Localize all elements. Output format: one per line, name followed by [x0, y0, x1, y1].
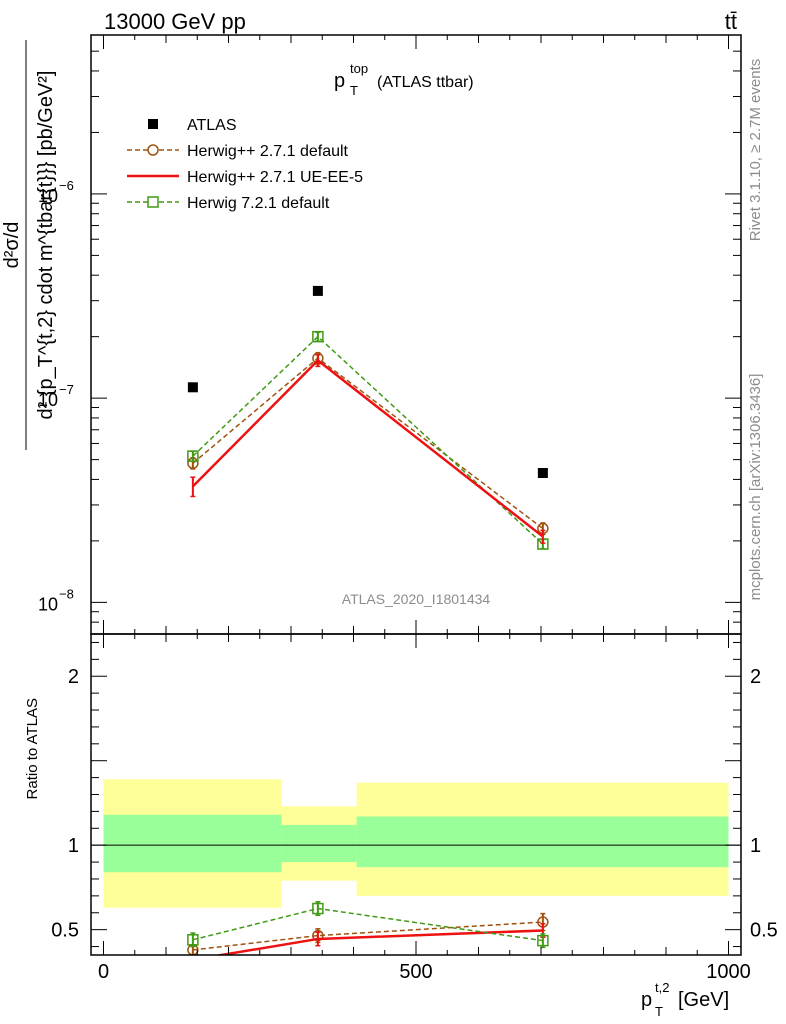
main-y-axis-label: d²σ/d d² {p_T^{t,2} cdot m^{tbar{t}}} [p… — [1, 40, 57, 450]
main-series-atlas — [187, 285, 548, 478]
rivet-version-label: Rivet 3.1.10, ≥ 2.7M events — [747, 59, 764, 242]
ratio-series-line — [192, 921, 543, 951]
analysis-watermark: ATLAS_2020_I1801434 — [342, 591, 491, 607]
ratio-y-tick-label: 0.5 — [51, 920, 79, 942]
main-plot-layer — [187, 285, 549, 550]
main-y-tick-label-exp: −8 — [59, 586, 74, 601]
x-label-p: p — [641, 989, 652, 1011]
ratio-plot-layer — [187, 901, 549, 955]
main-data-point — [537, 467, 548, 478]
x-tick-label: 500 — [399, 961, 432, 983]
main-y-label-top: d²σ/d — [1, 222, 23, 269]
legend-label: Herwig 7.2.1 default — [187, 195, 330, 212]
main-y-tick-label-base: 10 — [38, 390, 58, 410]
ratio-y-tick-label-right: 2 — [750, 666, 761, 688]
process-label: tt̄ — [725, 9, 737, 34]
inner-band-1 — [281, 824, 357, 863]
legend-entry: Herwig 7.2.1 default — [127, 195, 330, 212]
ratio-data-point — [187, 934, 199, 946]
main-plot-title: p top T (ATLAS ttbar) — [334, 61, 474, 98]
legend-marker — [148, 119, 158, 129]
main-data-point — [187, 450, 199, 462]
main-series-line — [191, 358, 544, 538]
main-series-herwig-2-7-1-default — [187, 351, 549, 536]
x-label-sup: t,2 — [655, 980, 669, 995]
main-title-sup: top — [350, 61, 368, 76]
ratio-data-point — [537, 934, 549, 947]
energy-label: 13000 GeV pp — [104, 9, 246, 34]
main-series-herwig-2-7-1-ue-ee-5 — [190, 354, 546, 544]
ratio-y-axis-label: Ratio to ATLAS — [24, 698, 41, 799]
x-label-suffix: [GeV] — [678, 989, 729, 1011]
main-title-p: p — [334, 70, 345, 92]
mcplots-label: mcplots.cern.ch [arXiv:1306.3436] — [747, 374, 764, 601]
ratio-uncertainty-bands — [91, 779, 741, 908]
ratio-y-tick-label: 2 — [68, 666, 79, 688]
main-title-sub: T — [350, 83, 358, 98]
main-data-point — [312, 330, 324, 343]
main-data-point — [187, 382, 198, 393]
ratio-y-tick-label: 1 — [68, 835, 79, 857]
main-title-suffix: (ATLAS ttbar) — [377, 74, 474, 91]
x-label-sub: T — [655, 1004, 663, 1019]
legend-entry: Herwig++ 2.7.1 default — [127, 143, 349, 160]
legend-marker — [147, 196, 159, 208]
main-data-point — [312, 285, 323, 296]
main-y-tick-label-base: 10 — [38, 186, 58, 206]
inner-band-2 — [356, 816, 729, 868]
legend-label: Herwig++ 2.7.1 UE-EE-5 — [187, 169, 363, 186]
inner-band-0 — [103, 814, 282, 873]
legend-label: Herwig++ 2.7.1 default — [187, 143, 349, 160]
legend: ATLAS Herwig++ 2.7.1 default Herwig++ 2.7.… — [127, 117, 363, 212]
ratio-series-herwig-7-2-1-default — [187, 901, 549, 949]
legend-entry: Herwig++ 2.7.1 UE-EE-5 — [127, 169, 363, 186]
legend-entry: ATLAS — [148, 117, 237, 134]
main-y-tick-label-exp: −6 — [59, 178, 74, 193]
ratio-y-tick-label-right: 0.5 — [750, 920, 778, 942]
ratio-series-herwig-2-7-1-ue-ee-5 — [213, 922, 546, 955]
main-series-herwig-7-2-1-default — [187, 330, 549, 550]
x-tick-label: 0 — [98, 961, 109, 983]
main-y-tick-label-base: 10 — [38, 594, 58, 614]
ratio-data-point — [312, 902, 324, 915]
legend-label: ATLAS — [187, 117, 237, 134]
legend-marker — [147, 144, 159, 156]
main-y-tick-label-exp: −7 — [59, 382, 74, 397]
x-axis-label: p t,2 T [GeV] — [641, 980, 729, 1019]
ratio-y-tick-label-right: 1 — [750, 835, 761, 857]
main-y-label-bottom: d² {p_T^{t,2} cdot m^{tbar{t}}} [pb/GeV²… — [35, 71, 57, 420]
main-series-line — [192, 335, 544, 545]
x-tick-label: 1000 — [706, 961, 751, 983]
